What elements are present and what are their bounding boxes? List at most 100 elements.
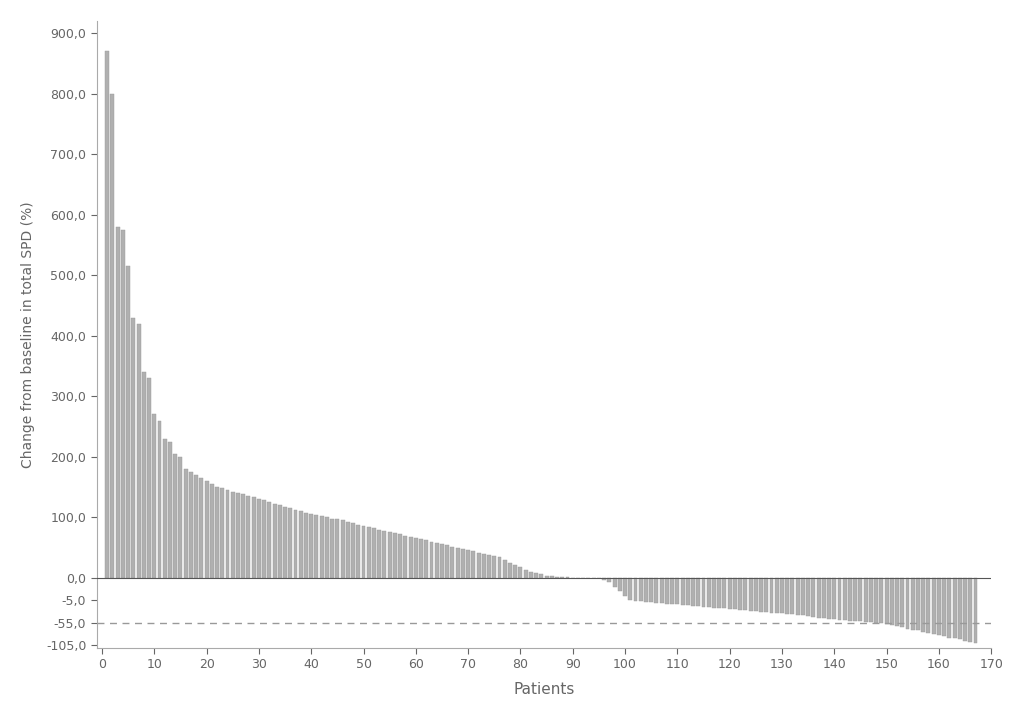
Bar (330, 518, 334, 578)
Bar (195, 475, 198, 578)
Bar (493, 556, 497, 578)
X-axis label: Patients: Patients (513, 682, 574, 697)
Bar (759, 578, 763, 612)
Bar (644, 578, 648, 602)
Bar (377, 530, 381, 578)
Bar (325, 518, 329, 578)
Bar (367, 527, 371, 578)
Bar (927, 578, 931, 633)
Bar (838, 578, 842, 620)
Bar (817, 578, 820, 618)
Bar (947, 578, 951, 638)
Bar (466, 550, 470, 578)
Bar (770, 578, 773, 612)
Bar (806, 578, 810, 616)
Bar (136, 324, 140, 578)
Bar (780, 578, 784, 613)
Bar (456, 548, 460, 578)
Bar (629, 578, 632, 600)
Bar (414, 538, 418, 578)
Bar (540, 574, 544, 578)
Bar (309, 514, 313, 578)
Bar (336, 519, 339, 578)
Bar (388, 532, 391, 578)
Bar (974, 578, 978, 643)
Bar (964, 578, 967, 640)
Bar (623, 578, 627, 596)
Bar (969, 578, 972, 642)
Bar (529, 572, 532, 578)
Bar (696, 578, 700, 606)
Bar (796, 578, 800, 615)
Bar (612, 578, 616, 587)
Bar (602, 578, 606, 580)
Bar (319, 516, 324, 578)
Bar (242, 495, 245, 578)
Bar (827, 578, 831, 619)
Bar (361, 526, 366, 578)
Bar (508, 563, 512, 578)
Bar (372, 528, 376, 578)
Bar (294, 510, 298, 578)
Bar (356, 525, 360, 578)
Bar (535, 573, 538, 578)
Bar (607, 578, 611, 582)
Bar (225, 490, 229, 578)
Bar (723, 578, 726, 608)
Bar (910, 578, 914, 630)
Bar (550, 576, 554, 578)
Bar (435, 543, 438, 578)
Bar (880, 578, 884, 623)
Bar (733, 578, 737, 610)
Bar (476, 553, 480, 578)
Bar (289, 508, 292, 578)
Bar (905, 578, 909, 629)
Bar (712, 578, 716, 607)
Bar (498, 557, 502, 578)
Bar (487, 555, 492, 578)
Bar (341, 520, 344, 578)
Bar (858, 578, 862, 622)
Bar (424, 541, 428, 578)
Bar (105, 51, 110, 578)
Bar (163, 439, 167, 578)
Bar (398, 534, 402, 578)
Bar (346, 522, 350, 578)
Bar (785, 578, 790, 614)
Bar (147, 378, 151, 578)
Bar (183, 469, 187, 578)
Bar (717, 578, 721, 608)
Bar (278, 505, 282, 578)
Bar (560, 577, 564, 578)
Bar (639, 578, 643, 601)
Bar (848, 578, 852, 620)
Bar (440, 544, 444, 578)
Y-axis label: Change from baseline in total SPD (%): Change from baseline in total SPD (%) (20, 201, 35, 467)
Bar (555, 577, 559, 578)
Bar (178, 457, 182, 578)
Bar (116, 227, 120, 578)
Bar (247, 496, 251, 578)
Bar (743, 578, 748, 610)
Bar (654, 578, 658, 602)
Bar (942, 578, 946, 636)
Bar (833, 578, 837, 619)
Bar (283, 506, 287, 578)
Bar (617, 578, 622, 592)
Bar (952, 578, 956, 638)
Bar (649, 578, 653, 602)
Bar (142, 372, 145, 578)
Bar (916, 578, 920, 630)
Bar (900, 578, 904, 628)
Bar (205, 481, 209, 578)
Bar (210, 484, 214, 578)
Bar (513, 564, 517, 578)
Bar (676, 578, 679, 605)
Bar (518, 567, 522, 578)
Bar (351, 523, 355, 578)
Bar (262, 500, 266, 578)
Bar (236, 493, 240, 578)
Bar (659, 578, 664, 603)
Bar (126, 266, 130, 578)
Bar (257, 499, 261, 578)
